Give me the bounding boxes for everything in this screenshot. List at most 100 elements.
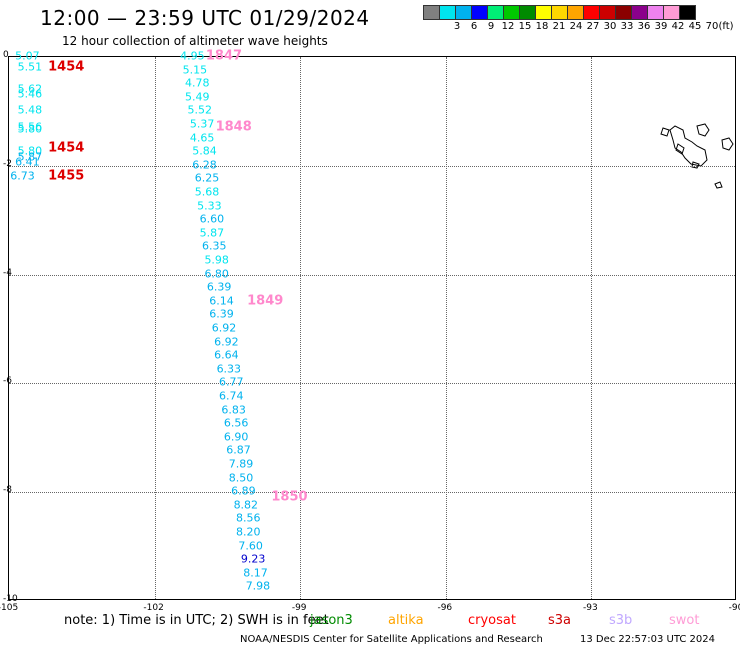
color-legend xyxy=(423,5,696,20)
wave-height-value: 5.46 xyxy=(17,87,43,101)
wave-height-value: 6.83 xyxy=(221,403,246,417)
wave-height-value: 5.68 xyxy=(194,185,220,199)
legend-label: 6 xyxy=(470,21,478,32)
satellite-name: cryosat xyxy=(468,613,516,628)
y-tick-label: -4 xyxy=(3,267,12,278)
wave-height-value: 5.87 xyxy=(17,150,43,164)
grid-line-vertical xyxy=(154,57,156,599)
satellite-name: s3b xyxy=(609,613,633,628)
wave-height-value: 7.98 xyxy=(245,579,271,593)
wave-height-value: 6.92 xyxy=(211,321,237,335)
wave-height-value: 8.17 xyxy=(243,566,268,580)
wave-height-value: 9.23 xyxy=(240,552,266,566)
wave-height-value: 6.33 xyxy=(216,362,242,376)
legend-swatch xyxy=(423,5,440,20)
pass-time-label: 1848 xyxy=(215,119,252,135)
legend-label: 39 xyxy=(654,21,668,32)
wave-height-value: 6.92 xyxy=(214,335,239,349)
pass-time-label: 1850 xyxy=(271,489,308,505)
pass-time-label: 1454 xyxy=(48,140,85,156)
y-tick-label: -6 xyxy=(3,376,12,387)
legend-swatch xyxy=(551,5,568,20)
wave-height-value: 5.87 xyxy=(199,226,225,240)
wave-height-value: 5.84 xyxy=(192,144,217,158)
wave-height-value: 5.07 xyxy=(15,49,40,63)
wave-height-value: 5.80 xyxy=(17,122,43,136)
wave-height-value: 6.73 xyxy=(10,169,35,183)
legend-label: 45 xyxy=(688,21,702,32)
x-tick-label: -96 xyxy=(437,603,453,613)
legend-label: 36 xyxy=(637,21,651,32)
wave-height-value: 6.39 xyxy=(209,307,234,321)
satellite-name: jason3 xyxy=(310,613,353,628)
legend-unit: (ft) xyxy=(718,21,734,32)
legend-swatch xyxy=(487,5,504,20)
y-tick-label: -8 xyxy=(3,485,12,496)
wave-height-value: 7.89 xyxy=(228,457,254,471)
y-tick-label: 0 xyxy=(3,50,9,60)
map-subtitle: 12 hour collection of altimeter wave hei… xyxy=(62,34,328,48)
wave-height-value: 5.80 xyxy=(17,144,43,158)
satellite-name: swot xyxy=(669,613,700,628)
x-tick-label: -102 xyxy=(143,603,164,613)
legend-swatch xyxy=(647,5,664,20)
satellite-name: altika xyxy=(388,613,424,628)
wave-height-value: 4.95 xyxy=(180,49,205,63)
wave-height-value: 5.37 xyxy=(189,117,215,131)
x-tick-label: -105 xyxy=(0,603,19,613)
wave-height-value: 5.56 xyxy=(17,120,43,134)
wave-height-value: 5.49 xyxy=(185,90,210,104)
wave-height-value: 6.25 xyxy=(194,171,220,185)
generated-timestamp: 13 Dec 22:57:03 UTC 2024 xyxy=(580,634,715,645)
legend-swatch xyxy=(679,5,696,20)
wave-height-value: 6.87 xyxy=(226,443,251,457)
wave-height-value: 6.14 xyxy=(209,294,234,308)
map-plot-area xyxy=(8,56,736,600)
wave-height-value: 6.64 xyxy=(214,348,239,362)
wave-height-value: 8.20 xyxy=(235,525,261,539)
legend-label: 27 xyxy=(586,21,600,32)
wave-height-value: 5.15 xyxy=(182,63,208,77)
x-tick-label: -99 xyxy=(291,603,307,613)
map-title: 12:00 — 23:59 UTC 01/29/2024 xyxy=(40,6,370,30)
grid-line-horizontal xyxy=(9,274,735,276)
wave-height-value: 5.48 xyxy=(17,103,43,117)
legend-swatch xyxy=(615,5,632,20)
legend-label: 33 xyxy=(620,21,634,32)
legend-label: 21 xyxy=(552,21,566,32)
wave-height-value: 8.56 xyxy=(235,511,261,525)
legend-label: 3 xyxy=(453,21,461,32)
grid-line-horizontal xyxy=(9,383,735,385)
wave-height-value: 8.82 xyxy=(233,498,259,512)
x-tick-label: -93 xyxy=(583,603,598,613)
wave-height-value: 6.80 xyxy=(204,267,229,281)
wave-height-value: 6.90 xyxy=(223,430,249,444)
wave-height-value: 6.77 xyxy=(219,375,244,389)
wave-height-value: 6.28 xyxy=(192,158,217,172)
legend-label: 24 xyxy=(569,21,583,32)
wave-height-value: 5.33 xyxy=(197,199,222,213)
wave-height-value: 6.60 xyxy=(199,212,225,226)
wave-height-value: 6.41 xyxy=(15,155,40,169)
satellite-name: s3a xyxy=(548,613,572,628)
footnote: note: 1) Time is in UTC; 2) SWH is in fe… xyxy=(64,613,329,628)
wave-height-value: 4.78 xyxy=(185,76,210,90)
legend-label: 30 xyxy=(603,21,617,32)
legend-swatch xyxy=(663,5,680,20)
legend-label: 18 xyxy=(535,21,549,32)
pass-time-label: 1847 xyxy=(205,48,243,64)
pass-time-label: 1455 xyxy=(48,168,85,184)
y-tick-label: -2 xyxy=(3,158,12,169)
wave-height-value: 8.50 xyxy=(228,471,254,485)
grid-line-vertical xyxy=(300,57,302,599)
wave-height-value: 6.89 xyxy=(231,484,256,498)
legend-swatch xyxy=(455,5,472,20)
wave-height-value: 6.35 xyxy=(202,239,227,253)
y-tick-label: -10 xyxy=(3,594,18,604)
wave-height-value: 5.51 xyxy=(17,60,43,74)
pass-time-label: 1454 xyxy=(48,59,85,75)
credit-line: NOAA/NESDIS Center for Satellite Applica… xyxy=(240,634,543,645)
legend-swatch xyxy=(583,5,600,20)
legend-swatch xyxy=(535,5,552,20)
grid-line-vertical xyxy=(591,57,593,599)
